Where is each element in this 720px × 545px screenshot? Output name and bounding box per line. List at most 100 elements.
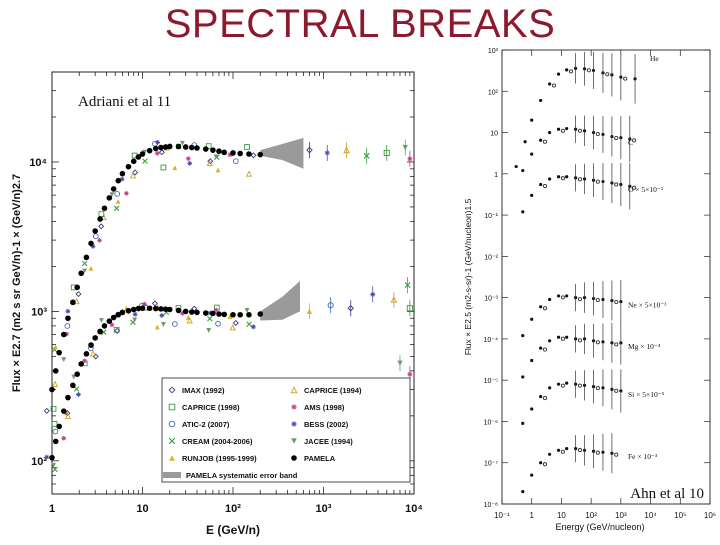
experiment-point [227, 152, 233, 158]
pamela-point [52, 438, 59, 445]
data-point [614, 299, 619, 305]
experiment-point [132, 311, 138, 317]
data-point [595, 340, 600, 345]
legend-marker [290, 386, 298, 394]
experiment-point [232, 158, 239, 165]
pamela-point [139, 305, 146, 312]
experiment-point [51, 463, 56, 468]
experiment-point [390, 295, 398, 303]
experiment-point [109, 192, 115, 198]
pamela-point [182, 144, 189, 150]
data-point [605, 72, 610, 77]
pamela-point [106, 195, 113, 201]
legend-label: AMS (1998) [304, 403, 345, 412]
experiment-point [99, 318, 104, 323]
data-point [560, 295, 565, 300]
experiment-point [171, 321, 178, 327]
pamela-point [74, 371, 81, 378]
legend-marker [168, 386, 176, 394]
pamela-point [158, 144, 164, 151]
experiment-point [180, 140, 185, 146]
experiment-point [306, 146, 313, 154]
experiment-point [119, 176, 125, 182]
data-point [595, 298, 600, 303]
data-point [521, 168, 525, 173]
data-point [548, 177, 552, 181]
pamela-point [152, 305, 159, 312]
chart-annotation: Adriani et al 11 [78, 94, 171, 110]
pamela-point [78, 361, 84, 367]
data-point [632, 138, 637, 143]
legend-marker [169, 455, 175, 461]
data-point [542, 183, 548, 189]
experiment-point [151, 300, 158, 307]
experiment-point [206, 328, 212, 333]
data-point [548, 386, 552, 390]
experiment-point [98, 223, 105, 230]
data-point [556, 382, 561, 386]
experiment-point [52, 466, 58, 473]
data-point [614, 342, 619, 347]
y-tick-label: 10² [488, 89, 499, 96]
series-2 [521, 162, 637, 214]
x-tick-label: 10 [557, 511, 566, 520]
data-point [530, 473, 534, 477]
data-point [530, 118, 534, 122]
experiment-point [213, 307, 219, 313]
nuclei-spectra-chart-svg: 10⁻¹ 1 10 10² 10³ 10⁴ 10⁵ 10⁶ 10³ 10² 10 1 10⁻¹ 10⁻² 1… [463, 48, 716, 532]
pamela-point [246, 151, 252, 157]
x-tick-label: 10⁴ [405, 503, 423, 515]
pamela-point [182, 308, 189, 315]
pamela-point [221, 311, 228, 318]
pamela-point [92, 335, 98, 341]
x-tick-label: 10⁶ [704, 511, 716, 520]
slide-title: SPECTRAL BREAKS [164, 2, 556, 46]
y-tick-label: 10⁴ [29, 157, 47, 169]
experiment-point [155, 139, 160, 145]
data-point [539, 395, 543, 399]
experiment-point [142, 158, 148, 164]
legend-marker [291, 404, 297, 410]
legend-box [161, 377, 411, 483]
data-point [548, 452, 552, 456]
experiment-point [114, 327, 121, 334]
x-tick-label: 10⁻¹ [494, 511, 510, 520]
experiment-point [245, 170, 253, 177]
data-point [595, 386, 600, 391]
data-point [514, 164, 518, 169]
pamela-point [210, 147, 216, 153]
data-point [614, 135, 619, 141]
pamela-point [162, 144, 169, 150]
pamela-point [130, 306, 137, 313]
data-point [577, 383, 582, 388]
data-point [556, 175, 561, 179]
experiment-point [51, 421, 58, 427]
series-pamela-proton [49, 143, 264, 393]
data-point [565, 446, 569, 451]
data-point [542, 462, 548, 467]
experiment-point [97, 237, 102, 243]
experiment-point [185, 156, 191, 162]
experiment-point [92, 233, 99, 240]
x-tick-label: 10 [136, 503, 148, 515]
experiment-point [215, 167, 221, 173]
pamela-point [110, 186, 117, 192]
data-point [539, 138, 543, 142]
x-tick-label: 10³ [615, 511, 627, 520]
data-point [530, 152, 534, 156]
legend-marker [168, 437, 176, 445]
experiment-point [347, 305, 354, 312]
experiment-point [407, 156, 413, 162]
pamela-point [65, 394, 71, 401]
experiment-point [205, 143, 212, 149]
experiment-point [109, 322, 115, 328]
experiment-point [64, 323, 71, 329]
pamela-point [246, 311, 252, 318]
experiment-point [213, 154, 219, 160]
pamela-point [110, 314, 117, 321]
data-point [577, 338, 582, 343]
series-label: O × 5×10⁻² [628, 185, 664, 194]
data-point [568, 69, 574, 74]
x-tick-label: 10⁴ [644, 511, 657, 520]
experiment-point [44, 454, 50, 460]
